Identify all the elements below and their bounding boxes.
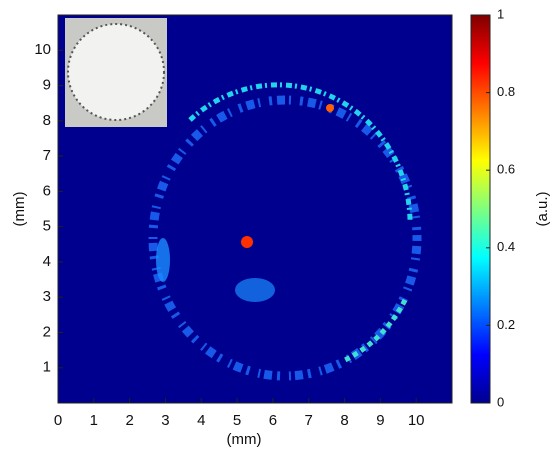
heatmap-field xyxy=(58,15,452,403)
y-tick-label: 7 xyxy=(43,147,51,164)
x-tick-label: 6 xyxy=(269,412,277,429)
x-tick-label: 8 xyxy=(340,412,348,429)
colorbar-tick-label: 0.2 xyxy=(497,317,515,332)
x-tick-label: 5 xyxy=(233,412,241,429)
x-tick-label: 4 xyxy=(197,412,205,429)
y-tick-label: 6 xyxy=(43,182,51,199)
y-tick-label: 8 xyxy=(43,112,51,129)
y-tick-label: 9 xyxy=(43,77,51,94)
y-tick-label: 4 xyxy=(43,253,51,270)
colorbar-label: (a.u.) xyxy=(534,191,551,226)
y-axis-label: (mm) xyxy=(11,192,28,227)
y-tick-label: 3 xyxy=(43,288,51,305)
inset-sample xyxy=(68,24,164,120)
colorbar xyxy=(471,15,490,403)
hotspot xyxy=(241,236,253,248)
x-tick-label: 0 xyxy=(54,412,62,429)
y-tick-label: 5 xyxy=(43,218,51,235)
x-tick-label: 3 xyxy=(161,412,169,429)
colorbar-tick-label: 0.8 xyxy=(497,84,515,99)
y-tick-label: 10 xyxy=(34,41,51,58)
y-tick-label: 2 xyxy=(43,323,51,340)
colorbar-tick-label: 0.6 xyxy=(497,162,515,177)
colorbar-tick-label: 0 xyxy=(497,394,504,409)
x-tick-label: 1 xyxy=(90,412,98,429)
x-tick-label: 9 xyxy=(376,412,384,429)
x-axis-label: (mm) xyxy=(227,431,262,448)
colorbar-tick-label: 0.4 xyxy=(497,239,515,254)
x-tick-label: 2 xyxy=(125,412,133,429)
speckle xyxy=(235,278,275,302)
speckle xyxy=(156,238,170,282)
colorbar-tick-label: 1 xyxy=(497,6,504,21)
hotspot xyxy=(326,104,334,112)
x-tick-label: 7 xyxy=(305,412,313,429)
chart: (mm) (mm) (a.u.) 01234567891012345678910… xyxy=(0,0,556,452)
y-tick-label: 1 xyxy=(43,359,51,376)
x-tick-label: 10 xyxy=(408,412,425,429)
